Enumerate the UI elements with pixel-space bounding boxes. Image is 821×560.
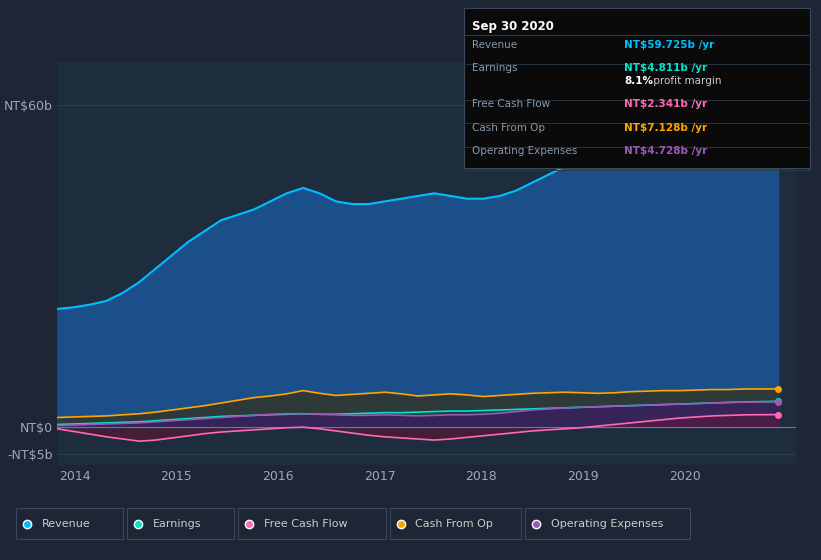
Text: NT$2.341b /yr: NT$2.341b /yr xyxy=(624,99,707,109)
Text: profit margin: profit margin xyxy=(650,76,722,86)
Text: Cash From Op: Cash From Op xyxy=(415,519,493,529)
Text: Earnings: Earnings xyxy=(472,63,517,73)
Text: Free Cash Flow: Free Cash Flow xyxy=(264,519,347,529)
Text: Earnings: Earnings xyxy=(153,519,201,529)
Text: Revenue: Revenue xyxy=(472,40,517,50)
Text: 8.1%: 8.1% xyxy=(624,76,653,86)
Text: Cash From Op: Cash From Op xyxy=(472,123,545,133)
Text: Sep 30 2020: Sep 30 2020 xyxy=(472,20,554,33)
Text: NT$4.811b /yr: NT$4.811b /yr xyxy=(624,63,707,73)
Text: Operating Expenses: Operating Expenses xyxy=(472,146,577,156)
Text: NT$7.128b /yr: NT$7.128b /yr xyxy=(624,123,707,133)
Text: Revenue: Revenue xyxy=(42,519,90,529)
Text: Operating Expenses: Operating Expenses xyxy=(551,519,663,529)
Text: Free Cash Flow: Free Cash Flow xyxy=(472,99,550,109)
Text: NT$4.728b /yr: NT$4.728b /yr xyxy=(624,146,707,156)
Text: NT$59.725b /yr: NT$59.725b /yr xyxy=(624,40,714,50)
